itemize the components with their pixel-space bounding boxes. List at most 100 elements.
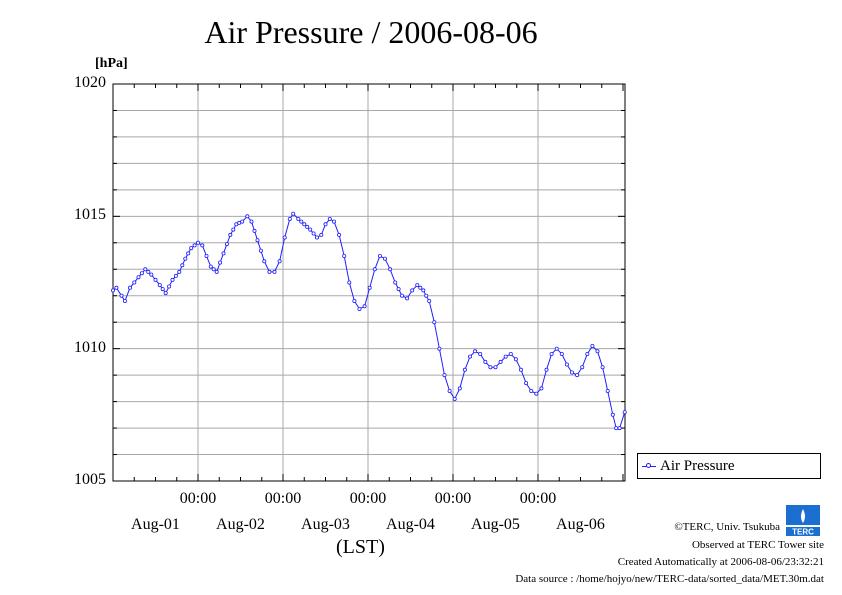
y-tick-label: 1010	[74, 338, 106, 356]
legend-label: Air Pressure	[660, 458, 735, 474]
data-point	[218, 260, 223, 265]
data-point	[249, 219, 254, 224]
data-point	[529, 388, 534, 393]
data-point	[388, 267, 393, 272]
data-point	[211, 267, 216, 272]
data-point	[119, 293, 124, 298]
data-point	[177, 269, 182, 274]
data-point	[405, 296, 410, 301]
data-point	[452, 396, 457, 401]
data-point	[208, 264, 213, 269]
data-point	[160, 287, 165, 292]
data-point	[575, 373, 580, 378]
data-point	[473, 349, 478, 354]
data-point	[442, 373, 447, 378]
data-point	[424, 293, 429, 298]
data-point	[382, 256, 387, 261]
data-point	[127, 285, 132, 290]
data-point	[146, 269, 151, 274]
x-axis-label: (LST)	[336, 536, 385, 558]
data-point	[337, 232, 342, 237]
legend: Air Pressure	[637, 453, 821, 479]
data-point	[170, 277, 175, 282]
data-point	[352, 298, 357, 303]
data-point	[447, 388, 452, 393]
x-day-label: Aug-02	[216, 516, 265, 533]
data-point	[367, 285, 372, 290]
data-point	[549, 351, 554, 356]
data-point	[302, 222, 307, 227]
data-point	[252, 228, 257, 233]
data-point	[347, 280, 352, 285]
data-point	[399, 293, 404, 298]
data-point	[277, 259, 282, 264]
data-point	[622, 410, 627, 415]
legend-marker-icon	[646, 463, 651, 468]
data-point	[323, 222, 328, 227]
data-point	[519, 367, 524, 372]
x-day-label: Aug-01	[131, 516, 180, 533]
data-point	[189, 246, 194, 251]
data-point	[488, 365, 493, 370]
data-point	[153, 277, 158, 282]
data-point	[224, 242, 229, 247]
data-point	[524, 381, 529, 386]
data-point	[418, 285, 423, 290]
data-point	[503, 354, 508, 359]
data-point	[272, 269, 277, 274]
x-time-tick-label: 00:00	[349, 490, 387, 507]
data-point	[331, 219, 336, 224]
data-point	[183, 256, 188, 261]
data-point	[554, 346, 559, 351]
data-point	[327, 216, 332, 221]
data-point	[258, 248, 263, 253]
y-tick-label: 1020	[74, 74, 106, 91]
data-point	[462, 367, 467, 372]
data-point	[167, 284, 172, 289]
data-point	[437, 346, 442, 351]
x-day-label: Aug-05	[471, 516, 520, 533]
data-point	[114, 285, 119, 290]
data-point	[513, 357, 518, 362]
data-point	[585, 351, 590, 356]
data-point	[372, 267, 377, 272]
data-point	[139, 271, 144, 276]
data-point	[415, 283, 420, 288]
data-point	[457, 386, 462, 391]
data-point	[393, 280, 398, 285]
data-point	[291, 211, 296, 216]
data-point	[362, 304, 367, 309]
y-tick-label: 1015	[74, 206, 106, 224]
x-day-label: Aug-06	[556, 516, 605, 533]
grid-lines	[113, 84, 625, 481]
data-point	[157, 283, 162, 288]
data-point	[228, 232, 233, 237]
data-point	[180, 263, 185, 268]
y-tick-label: 1005	[74, 471, 106, 488]
data-point	[267, 269, 272, 274]
data-point	[508, 351, 513, 356]
data-point	[132, 280, 137, 285]
x-time-tick-label: 00:00	[179, 490, 217, 507]
data-point	[122, 298, 127, 303]
series-line-air-pressure	[112, 212, 626, 429]
data-point	[377, 253, 382, 258]
data-point	[610, 412, 615, 417]
logo-text: TERC	[792, 528, 814, 537]
data-point	[299, 219, 304, 224]
data-point	[308, 227, 313, 232]
terc-logo-icon: TERC	[784, 503, 822, 537]
data-point	[617, 426, 622, 431]
data-point	[204, 253, 209, 258]
data-point	[605, 388, 610, 393]
series-points	[111, 211, 627, 431]
footer-observed: Observed at TERC Tower site	[691, 539, 824, 551]
data-point	[342, 253, 347, 258]
data-point	[319, 232, 324, 237]
data-point	[544, 367, 549, 372]
data-point	[564, 362, 569, 367]
x-day-label: Aug-03	[301, 516, 350, 533]
data-point	[214, 269, 219, 274]
data-point	[595, 349, 600, 354]
